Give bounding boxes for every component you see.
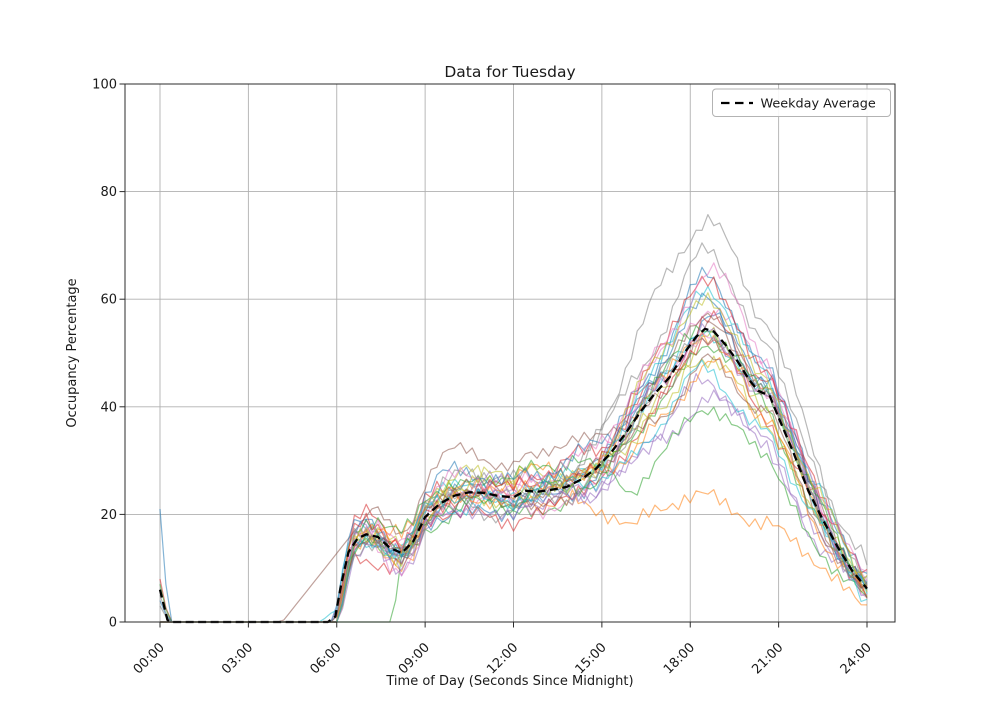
x-tick-label: 21:00 xyxy=(749,640,786,677)
legend: Weekday Average xyxy=(712,88,891,117)
y-axis-label: Occupancy Percentage xyxy=(65,278,80,427)
x-tick-label: 24:00 xyxy=(838,640,875,677)
legend-box xyxy=(712,88,891,117)
plot-border xyxy=(124,83,896,623)
x-tick-labels: 00:00 03:00 06:00 09:00 12:00 15:00 18:00 21:00… xyxy=(131,640,875,677)
x-tick-label: 09:00 xyxy=(396,640,433,677)
x-tick-label: 03:00 xyxy=(219,640,256,677)
x-axis-label: Time of Day (Seconds Since Midnight) xyxy=(385,674,633,689)
day-lines-group xyxy=(159,214,868,623)
y-tick-labels: 100 80 60 40 20 0 xyxy=(92,78,117,631)
weekday-average-line xyxy=(158,327,868,624)
grid-lines xyxy=(125,83,895,623)
x-tick-label: 06:00 xyxy=(307,640,344,677)
x-tick-label: 18:00 xyxy=(661,640,698,677)
x-tick-label: 00:00 xyxy=(131,640,168,677)
chart-title: Data for Tuesday xyxy=(444,63,575,81)
axis-ticks xyxy=(119,83,868,628)
average-line-group xyxy=(158,327,868,624)
y-tick-label: 0 xyxy=(109,616,117,631)
y-tick-label: 20 xyxy=(100,508,117,523)
x-tick-label: 15:00 xyxy=(573,640,610,677)
x-tick-label: 12:00 xyxy=(484,640,521,677)
legend-label: Weekday Average xyxy=(761,97,876,112)
y-tick-label: 60 xyxy=(100,293,117,308)
y-tick-label: 80 xyxy=(100,185,117,200)
y-tick-label: 100 xyxy=(92,78,117,93)
y-tick-label: 40 xyxy=(100,400,117,415)
